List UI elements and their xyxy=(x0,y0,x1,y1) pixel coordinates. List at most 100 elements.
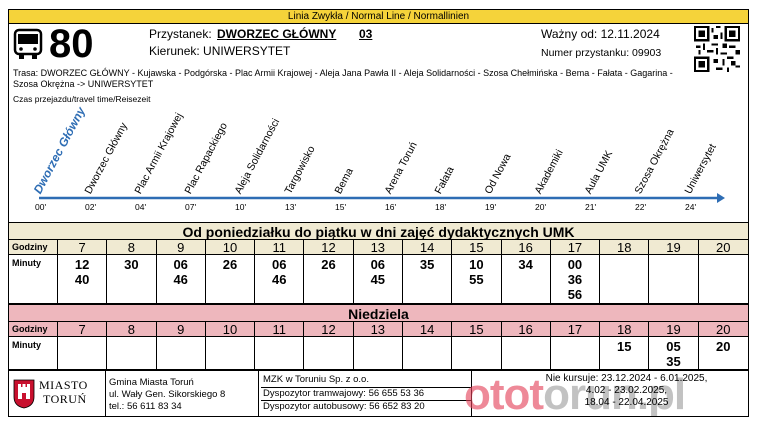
hour-cell: 16 xyxy=(502,322,551,337)
direction: Kierunek: UNIWERSYTET xyxy=(149,44,291,58)
watermark-logo: ototorun.pl xyxy=(464,370,686,417)
minutes-cell xyxy=(502,337,551,369)
line-type-bar: Linia Zwykła / Normal Line / Normallinie… xyxy=(9,10,748,24)
hour-cell: 16 xyxy=(502,240,551,255)
hour-cell: 19 xyxy=(649,240,699,255)
city-name-line1: MIASTO xyxy=(39,378,88,392)
bus-dispatcher: Dyspozytor autobusowy: 56 652 83 20 xyxy=(263,401,425,412)
minutes-header: Minuty xyxy=(9,337,58,369)
hour-cell: 17 xyxy=(551,322,601,337)
minutes-cell xyxy=(600,255,650,303)
weekday-hours-row: Godziny 7 8 9 10 11 12 13 14 15 16 17 18 19 20 xyxy=(9,240,748,255)
minutes-cell xyxy=(304,337,354,369)
hour-cell: 18 xyxy=(600,322,650,337)
hour-cell: 8 xyxy=(107,322,157,337)
stop-time-6: 15' xyxy=(335,202,347,212)
hour-cell: 10 xyxy=(206,240,256,255)
stop-name: DWORZEC GŁÓWNY xyxy=(217,27,337,41)
stop-time-9: 19' xyxy=(485,202,497,212)
minutes-cell xyxy=(551,337,601,369)
hour-cell: 18 xyxy=(600,240,650,255)
no-service-line3: 18.04 - 22.04.2025 xyxy=(584,397,669,408)
stop-time-13: 24' xyxy=(685,202,697,212)
weekday-minutes-row: Minuty 12 40 30 06 46 26 06 46 26 06 45 35 10 55… xyxy=(9,255,748,304)
sunday-hours-row: Godziny 7 8 9 10 11 12 13 14 15 16 17 18 19 20 xyxy=(9,322,748,337)
footer-divider xyxy=(258,371,259,416)
minutes-cell xyxy=(649,255,699,303)
minutes-cell: 00 36 56 xyxy=(551,255,601,303)
hours-header: Godziny xyxy=(9,240,58,254)
no-service-line2: 4.02 - 23.02.2025, xyxy=(585,385,668,396)
qr-code-icon[interactable] xyxy=(694,26,740,72)
stop-time-5: 13' xyxy=(285,202,297,212)
minutes-cell xyxy=(58,337,108,369)
stop-time-10: 20' xyxy=(535,202,547,212)
hour-cell: 14 xyxy=(403,322,453,337)
stop-label: Przystanek: xyxy=(149,27,212,41)
minutes-cell xyxy=(255,337,305,369)
route-line xyxy=(39,193,725,203)
office-name: Gmina Miasta Toruń xyxy=(109,377,194,388)
hour-cell: 14 xyxy=(403,240,453,255)
stop-time-8: 18' xyxy=(435,202,447,212)
minutes-cell: 06 46 xyxy=(157,255,206,303)
watermark-part-a: otot xyxy=(464,370,544,417)
no-service-notice: Nie kursuje: 23.12.2024 - 6.01.2025, 4.0… xyxy=(514,373,739,409)
minutes-cell: 30 xyxy=(107,255,157,303)
hour-cell: 13 xyxy=(354,240,403,255)
stop-code: 03 xyxy=(359,27,373,41)
valid-from: Ważny od: 12.11.2024 xyxy=(541,27,660,41)
minutes-cell: 12 40 xyxy=(58,255,108,303)
minutes-cell xyxy=(354,337,403,369)
minutes-cell xyxy=(403,337,453,369)
minutes-cell xyxy=(699,255,748,303)
office-address: ul. Wały Gen. Sikorskiego 8 xyxy=(109,389,226,400)
travel-time-label: Czas przejazdu/travel time/Reisezeit xyxy=(13,94,151,104)
city-crest-icon xyxy=(13,379,35,409)
city-name-line2: TORUŃ xyxy=(43,392,87,406)
office-contact: Gmina Miasta Toruń ul. Wały Gen. Sikorsk… xyxy=(109,377,225,413)
office-phone: tel.: 56 611 83 34 xyxy=(109,401,182,412)
minutes-cell: 34 xyxy=(502,255,551,303)
footer-divider xyxy=(471,371,472,416)
minutes-cell: 35 xyxy=(403,255,453,303)
minutes-cell: 26 xyxy=(206,255,256,303)
hours-header: Godziny xyxy=(9,322,58,336)
header: 80 Przystanek: DWORZEC GŁÓWNY 03 Kierune… xyxy=(9,22,748,74)
bus-icon xyxy=(13,28,43,59)
hour-cell: 7 xyxy=(58,240,108,255)
route-diagram: Dworzec Główny 00' Dworzec Główny 02' Plac A… xyxy=(9,100,748,220)
minutes-cell: 20 xyxy=(716,339,731,354)
minutes-cell: 06 45 xyxy=(354,255,403,303)
watermark-part-b: orun.pl xyxy=(543,370,686,417)
minutes-cell xyxy=(107,337,157,369)
stop-time-7: 16' xyxy=(385,202,397,212)
minutes-cell: 26 xyxy=(304,255,354,303)
hour-cell: 20 xyxy=(716,240,731,255)
minutes-cell xyxy=(452,337,502,369)
minutes-header: Minuty xyxy=(9,255,58,303)
hour-cell: 20 xyxy=(716,322,731,337)
stop-time-1: 02' xyxy=(85,202,97,212)
minutes-cell: 06 46 xyxy=(255,255,305,303)
tram-dispatcher: Dyspozytor tramwajowy: 56 655 53 36 xyxy=(261,388,471,401)
hour-cell: 8 xyxy=(107,240,157,255)
footer-divider xyxy=(105,371,106,416)
no-service-line1: Nie kursuje: 23.12.2024 - 6.01.2025, xyxy=(545,373,708,384)
hour-cell: 11 xyxy=(255,240,305,255)
hour-cell: 17 xyxy=(551,240,601,255)
hour-cell: 9 xyxy=(157,240,206,255)
footer: MIASTO TORUŃ Gmina Miasta Toruń ul. Wały… xyxy=(9,370,748,417)
hour-cell: 11 xyxy=(255,322,305,337)
hour-cell: 12 xyxy=(304,240,354,255)
minutes-cell: 05 35 xyxy=(649,337,699,369)
stop-time-2: 04' xyxy=(135,202,147,212)
hour-cell: 9 xyxy=(157,322,206,337)
route-description: Trasa: DWORZEC GŁÓWNY - Kujawska - Podgó… xyxy=(13,68,673,89)
stop-time-12: 22' xyxy=(635,202,647,212)
sunday-section-title: Niedziela xyxy=(9,304,748,322)
minutes-cell xyxy=(206,337,256,369)
hour-cell: 15 xyxy=(452,240,502,255)
stop-time-11: 21' xyxy=(585,202,597,212)
hour-cell: 10 xyxy=(206,322,256,337)
